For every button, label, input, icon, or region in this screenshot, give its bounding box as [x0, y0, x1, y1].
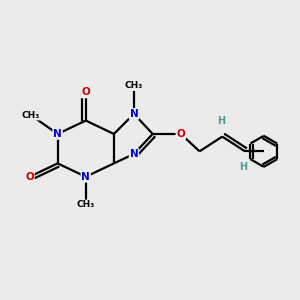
Text: N: N — [130, 109, 138, 119]
Text: CH₃: CH₃ — [22, 111, 40, 120]
Text: CH₃: CH₃ — [76, 200, 95, 209]
Text: N: N — [81, 172, 90, 182]
Text: O: O — [81, 87, 90, 98]
Text: H: H — [240, 162, 248, 172]
Text: O: O — [176, 129, 185, 139]
Text: N: N — [53, 129, 62, 139]
Text: N: N — [130, 149, 138, 159]
Text: O: O — [25, 172, 34, 182]
Text: H: H — [217, 116, 225, 126]
Text: CH₃: CH₃ — [125, 81, 143, 90]
